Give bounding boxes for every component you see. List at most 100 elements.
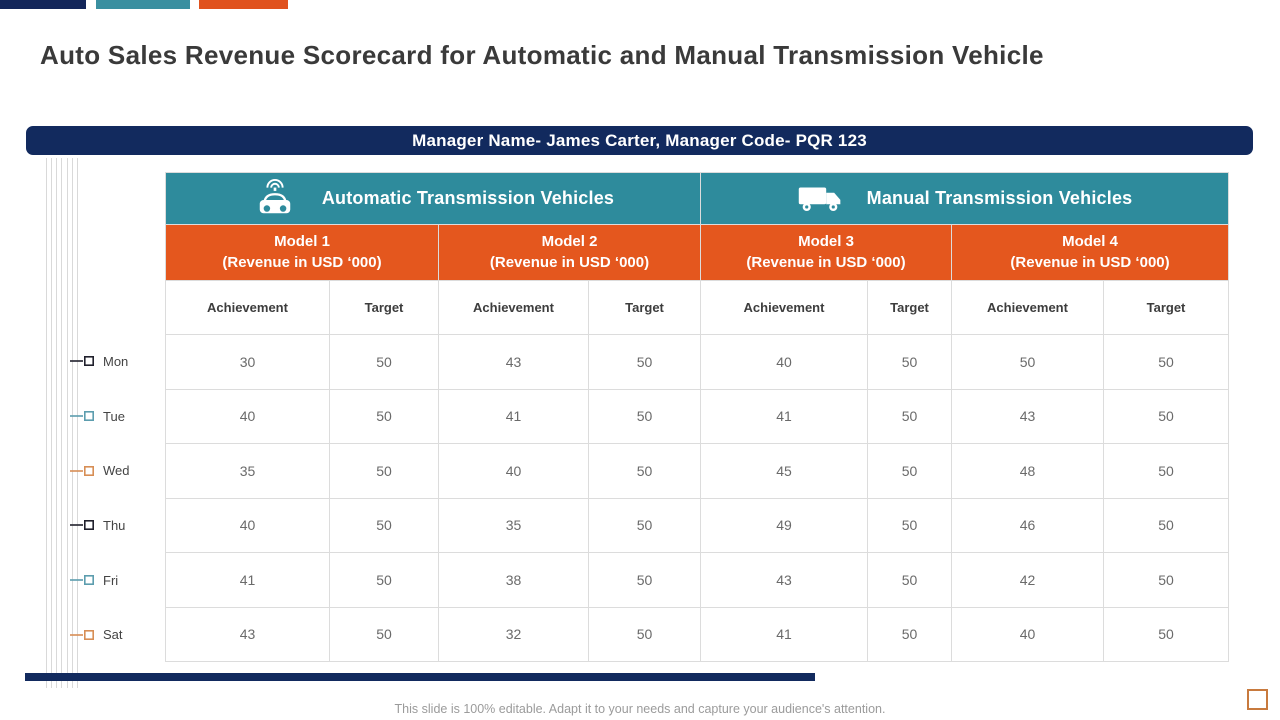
day-row-thu: Thu (70, 498, 162, 553)
manager-info-banner: Manager Name- James Carter, Manager Code… (26, 126, 1253, 155)
day-row-wed: Wed (70, 443, 162, 498)
cell-value: 50 (329, 606, 439, 662)
model-header-1: Model 1 (Revenue in USD ‘000) (165, 224, 439, 281)
day-label: Fri (103, 572, 119, 588)
day-label: Thu (103, 517, 126, 533)
column-header: Achievement (951, 280, 1104, 335)
cell-value: 41 (438, 388, 589, 444)
cell-value: 40 (700, 334, 868, 390)
legend-marker-icon (70, 465, 94, 476)
cell-value: 50 (329, 552, 439, 608)
model-name: Model 1 (274, 233, 330, 251)
cell-value: 50 (1102, 552, 1230, 608)
scorecard-table: Automatic Transmission Vehicles Manual T… (165, 172, 1230, 662)
cell-value: 50 (1102, 334, 1230, 390)
cell-value: 50 (867, 443, 952, 499)
group-header-manual: Manual Transmission Vehicles (699, 172, 1230, 225)
cell-value: 50 (1102, 388, 1230, 444)
cell-value: 40 (165, 497, 330, 553)
cell-value: 50 (867, 497, 952, 553)
footer-note: This slide is 100% editable. Adapt it to… (394, 702, 886, 716)
connected-car-icon (259, 178, 291, 213)
cell-value: 50 (951, 334, 1104, 390)
cell-value: 48 (951, 443, 1104, 499)
table-row-mon: 30 50 43 50 40 50 50 50 (165, 334, 1230, 390)
cell-value: 50 (867, 388, 952, 444)
cell-value: 50 (329, 388, 439, 444)
day-row-tue: Tue (70, 389, 162, 444)
cell-value: 50 (588, 552, 701, 608)
cell-value: 30 (165, 334, 330, 390)
cell-value: 50 (329, 497, 439, 553)
group-label: Automatic Transmission Vehicles (321, 188, 615, 208)
cell-value: 50 (588, 606, 701, 662)
model-subtitle: (Revenue in USD ‘000) (1010, 253, 1170, 271)
cell-value: 41 (165, 552, 330, 608)
column-header: Achievement (438, 280, 589, 335)
cell-value: 50 (588, 497, 701, 553)
cell-value: 50 (329, 443, 439, 499)
cell-value: 40 (165, 388, 330, 444)
cell-value: 50 (867, 334, 952, 390)
day-label: Mon (103, 353, 129, 369)
model-header-2: Model 2 (Revenue in USD ‘000) (438, 224, 701, 281)
cell-value: 45 (700, 443, 868, 499)
day-label: Wed (103, 463, 130, 479)
column-header: Target (588, 280, 701, 335)
top-accent-orange (199, 0, 288, 9)
cell-value: 38 (438, 552, 589, 608)
model-subtitle: (Revenue in USD ‘000) (222, 253, 382, 271)
cell-value: 43 (438, 334, 589, 390)
column-header: Achievement (700, 280, 868, 335)
cell-value: 50 (588, 334, 701, 390)
page-title: Auto Sales Revenue Scorecard for Automat… (40, 40, 1044, 70)
column-header: Target (329, 280, 439, 335)
measure-header-row: Achievement Target Achievement Target Ac… (165, 280, 1230, 335)
table-row-thu: 40 50 35 50 49 50 46 50 (165, 497, 1230, 553)
top-accent-navy (0, 0, 86, 9)
cell-value: 42 (951, 552, 1104, 608)
model-name: Model 3 (798, 233, 854, 251)
cell-value: 49 (700, 497, 868, 553)
cell-value: 50 (867, 552, 952, 608)
column-header: Target (867, 280, 952, 335)
model-name: Model 2 (541, 233, 598, 251)
top-accent-teal (96, 0, 190, 9)
cell-value: 32 (438, 606, 589, 662)
day-row-mon: Mon (70, 334, 162, 389)
day-label-column: Mon Tue Wed Thu Fri Sat (70, 334, 162, 662)
group-label: Manual Transmission Vehicles (866, 188, 1133, 208)
cell-value: 50 (1102, 443, 1230, 499)
legend-marker-icon (70, 410, 94, 421)
corner-square-decoration (1247, 689, 1268, 710)
cell-value: 50 (588, 443, 701, 499)
model-subtitle: (Revenue in USD ‘000) (746, 253, 906, 271)
cell-value: 43 (165, 606, 330, 662)
vehicle-group-header-row: Automatic Transmission Vehicles Manual T… (165, 172, 1230, 225)
cell-value: 41 (700, 388, 868, 444)
left-decorative-lines (46, 158, 78, 688)
cell-value: 50 (1102, 606, 1230, 662)
legend-marker-icon (70, 520, 94, 531)
day-label: Sat (103, 627, 123, 643)
cell-value: 43 (700, 552, 868, 608)
cell-value: 35 (438, 497, 589, 553)
legend-marker-icon (70, 575, 94, 586)
legend-marker-icon (70, 356, 94, 367)
model-header-row: Model 1 (Revenue in USD ‘000) Model 2 (R… (165, 224, 1230, 281)
table-row-sat: 43 50 32 50 41 50 40 50 (165, 606, 1230, 662)
cell-value: 43 (951, 388, 1104, 444)
cell-value: 50 (1102, 497, 1230, 553)
cell-value: 40 (438, 443, 589, 499)
cell-value: 41 (700, 606, 868, 662)
column-header: Achievement (165, 280, 330, 335)
cell-value: 40 (951, 606, 1104, 662)
group-header-automatic: Automatic Transmission Vehicles (165, 172, 701, 225)
model-name: Model 4 (1062, 233, 1118, 251)
model-subtitle: (Revenue in USD ‘000) (489, 253, 650, 271)
table-row-wed: 35 50 40 50 45 50 48 50 (165, 443, 1230, 499)
bottom-accent-bar (25, 673, 815, 681)
legend-marker-icon (70, 629, 94, 640)
cell-value: 35 (165, 443, 330, 499)
cell-value: 50 (588, 388, 701, 444)
